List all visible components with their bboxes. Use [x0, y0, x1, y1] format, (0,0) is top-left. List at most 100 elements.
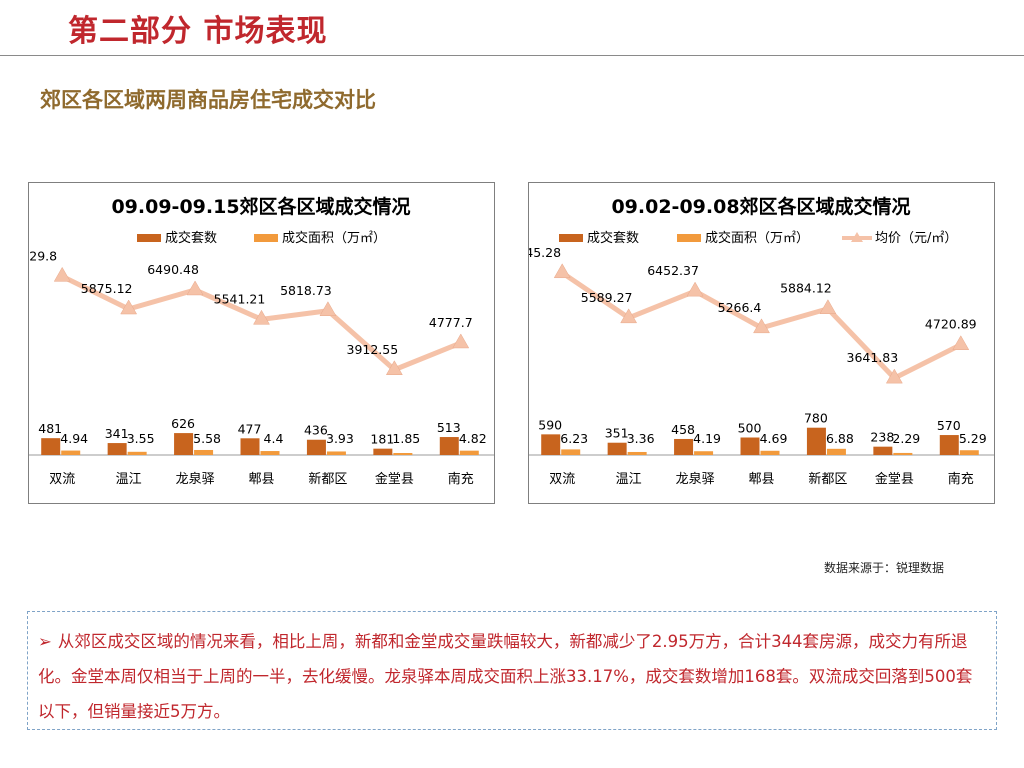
area-label: 5.29: [959, 431, 987, 446]
bullet-icon: ➢: [38, 632, 52, 651]
legend-swatch: [677, 234, 701, 242]
area-label: 4.94: [60, 431, 88, 446]
price-label: 5266.4: [718, 300, 762, 315]
price-marker: [553, 263, 571, 279]
count-bar: [306, 439, 326, 455]
category-label: 双流: [49, 472, 75, 487]
count-label: 477: [238, 421, 262, 436]
price-label: 5818.73: [280, 283, 332, 298]
data-source: 数据来源于：锐理数据: [824, 561, 945, 575]
count-bar: [174, 433, 194, 455]
summary-text: 从郊区成交区域的情况来看，相比上周，新都和金堂成交量跌幅较大，新都减少了2.95…: [38, 632, 973, 721]
legend-label: 成交套数: [165, 230, 217, 246]
count-label: 780: [804, 411, 828, 426]
legend-swatch: [254, 234, 278, 242]
legend-label: 成交面积（万㎡）: [705, 230, 809, 246]
category-label: 郫县: [748, 471, 774, 487]
price-marker: [452, 333, 470, 349]
area-bar: [760, 450, 780, 455]
area-bar: [260, 451, 280, 455]
price-label: 7045.28: [529, 245, 561, 260]
count-label: 436: [304, 423, 328, 438]
area-bar: [326, 451, 346, 455]
count-label: 500: [738, 421, 762, 436]
price-marker: [952, 335, 970, 350]
area-bar: [127, 451, 147, 455]
area-label: 4.69: [760, 431, 788, 446]
area-bar: [826, 448, 846, 455]
area-bar: [561, 449, 581, 455]
category-label: 龙泉驿: [176, 471, 215, 487]
area-label: 4.82: [459, 431, 487, 446]
count-bar: [607, 442, 627, 455]
price-marker: [819, 299, 837, 314]
price-label: 5589.27: [581, 290, 633, 305]
price-label: 3641.83: [847, 350, 899, 365]
price-label: 6452.37: [647, 263, 699, 278]
count-bar: [939, 435, 959, 455]
area-label: 3.36: [627, 431, 655, 446]
count-bar: [240, 438, 260, 455]
price-marker: [753, 318, 770, 334]
area-bar: [627, 451, 647, 455]
area-label: 1.85: [392, 431, 420, 446]
summary-note: ➢ 从郊区成交区域的情况来看，相比上周，新都和金堂成交量跌幅较大，新都减少了2.9…: [27, 611, 997, 730]
count-label: 590: [538, 417, 562, 432]
area-bar: [61, 450, 81, 455]
category-label: 温江: [116, 472, 142, 487]
area-label: 2.29: [892, 431, 920, 446]
category-label: 金堂县: [375, 471, 414, 487]
area-bar: [893, 452, 913, 455]
count-label: 341: [105, 426, 129, 441]
area-label: 5.58: [193, 431, 221, 446]
price-marker: [620, 308, 638, 324]
category-label: 龙泉驿: [676, 471, 715, 487]
count-bar: [740, 437, 760, 455]
section-title: 第二部分 市场表现: [68, 14, 328, 49]
price-label: 6490.48: [147, 262, 199, 277]
price-marker: [186, 280, 204, 296]
count-label: 626: [171, 416, 195, 431]
price-label: 4720.89: [925, 317, 977, 332]
price-marker: [53, 266, 71, 282]
category-label: 新都区: [308, 471, 347, 487]
price-label: 4777.7: [429, 315, 473, 330]
price-marker: [686, 281, 704, 297]
chart-title: 09.02-09.08郊区各区域成交情况: [611, 195, 910, 218]
price-marker: [253, 309, 270, 325]
area-bar: [959, 450, 979, 455]
count-bar: [806, 427, 826, 455]
count-bar: [674, 438, 694, 455]
page-subtitle: 郊区各区域两周商品房住宅成交对比: [40, 88, 376, 112]
category-label: 南充: [948, 471, 974, 487]
area-label: 4.4: [264, 431, 284, 446]
count-bar: [107, 443, 127, 455]
category-label: 南充: [448, 471, 474, 487]
area-bar: [694, 451, 714, 455]
area-label: 3.55: [127, 431, 155, 446]
chart-title: 09.09-09.15郊区各区域成交情况: [111, 195, 410, 218]
price-marker: [885, 368, 903, 384]
area-bar: [393, 453, 413, 455]
legend-label: 均价（元/㎡）: [875, 231, 957, 246]
area-label: 3.93: [326, 431, 354, 446]
area-label: 6.23: [560, 431, 588, 446]
category-label: 温江: [616, 472, 642, 487]
category-label: 金堂县: [875, 471, 914, 487]
count-label: 481: [38, 421, 62, 436]
title-divider: [0, 55, 1024, 56]
legend-swatch: [137, 234, 161, 242]
legend-label: 成交面积（万㎡）: [282, 230, 386, 246]
count-bar: [373, 448, 393, 455]
count-bar: [873, 446, 893, 455]
price-label: 5875.12: [81, 281, 133, 296]
legend-swatch: [559, 234, 583, 242]
price-marker: [120, 299, 138, 315]
count-label: 238: [870, 430, 894, 445]
category-label: 郫县: [248, 471, 274, 487]
count-label: 181: [370, 432, 394, 447]
